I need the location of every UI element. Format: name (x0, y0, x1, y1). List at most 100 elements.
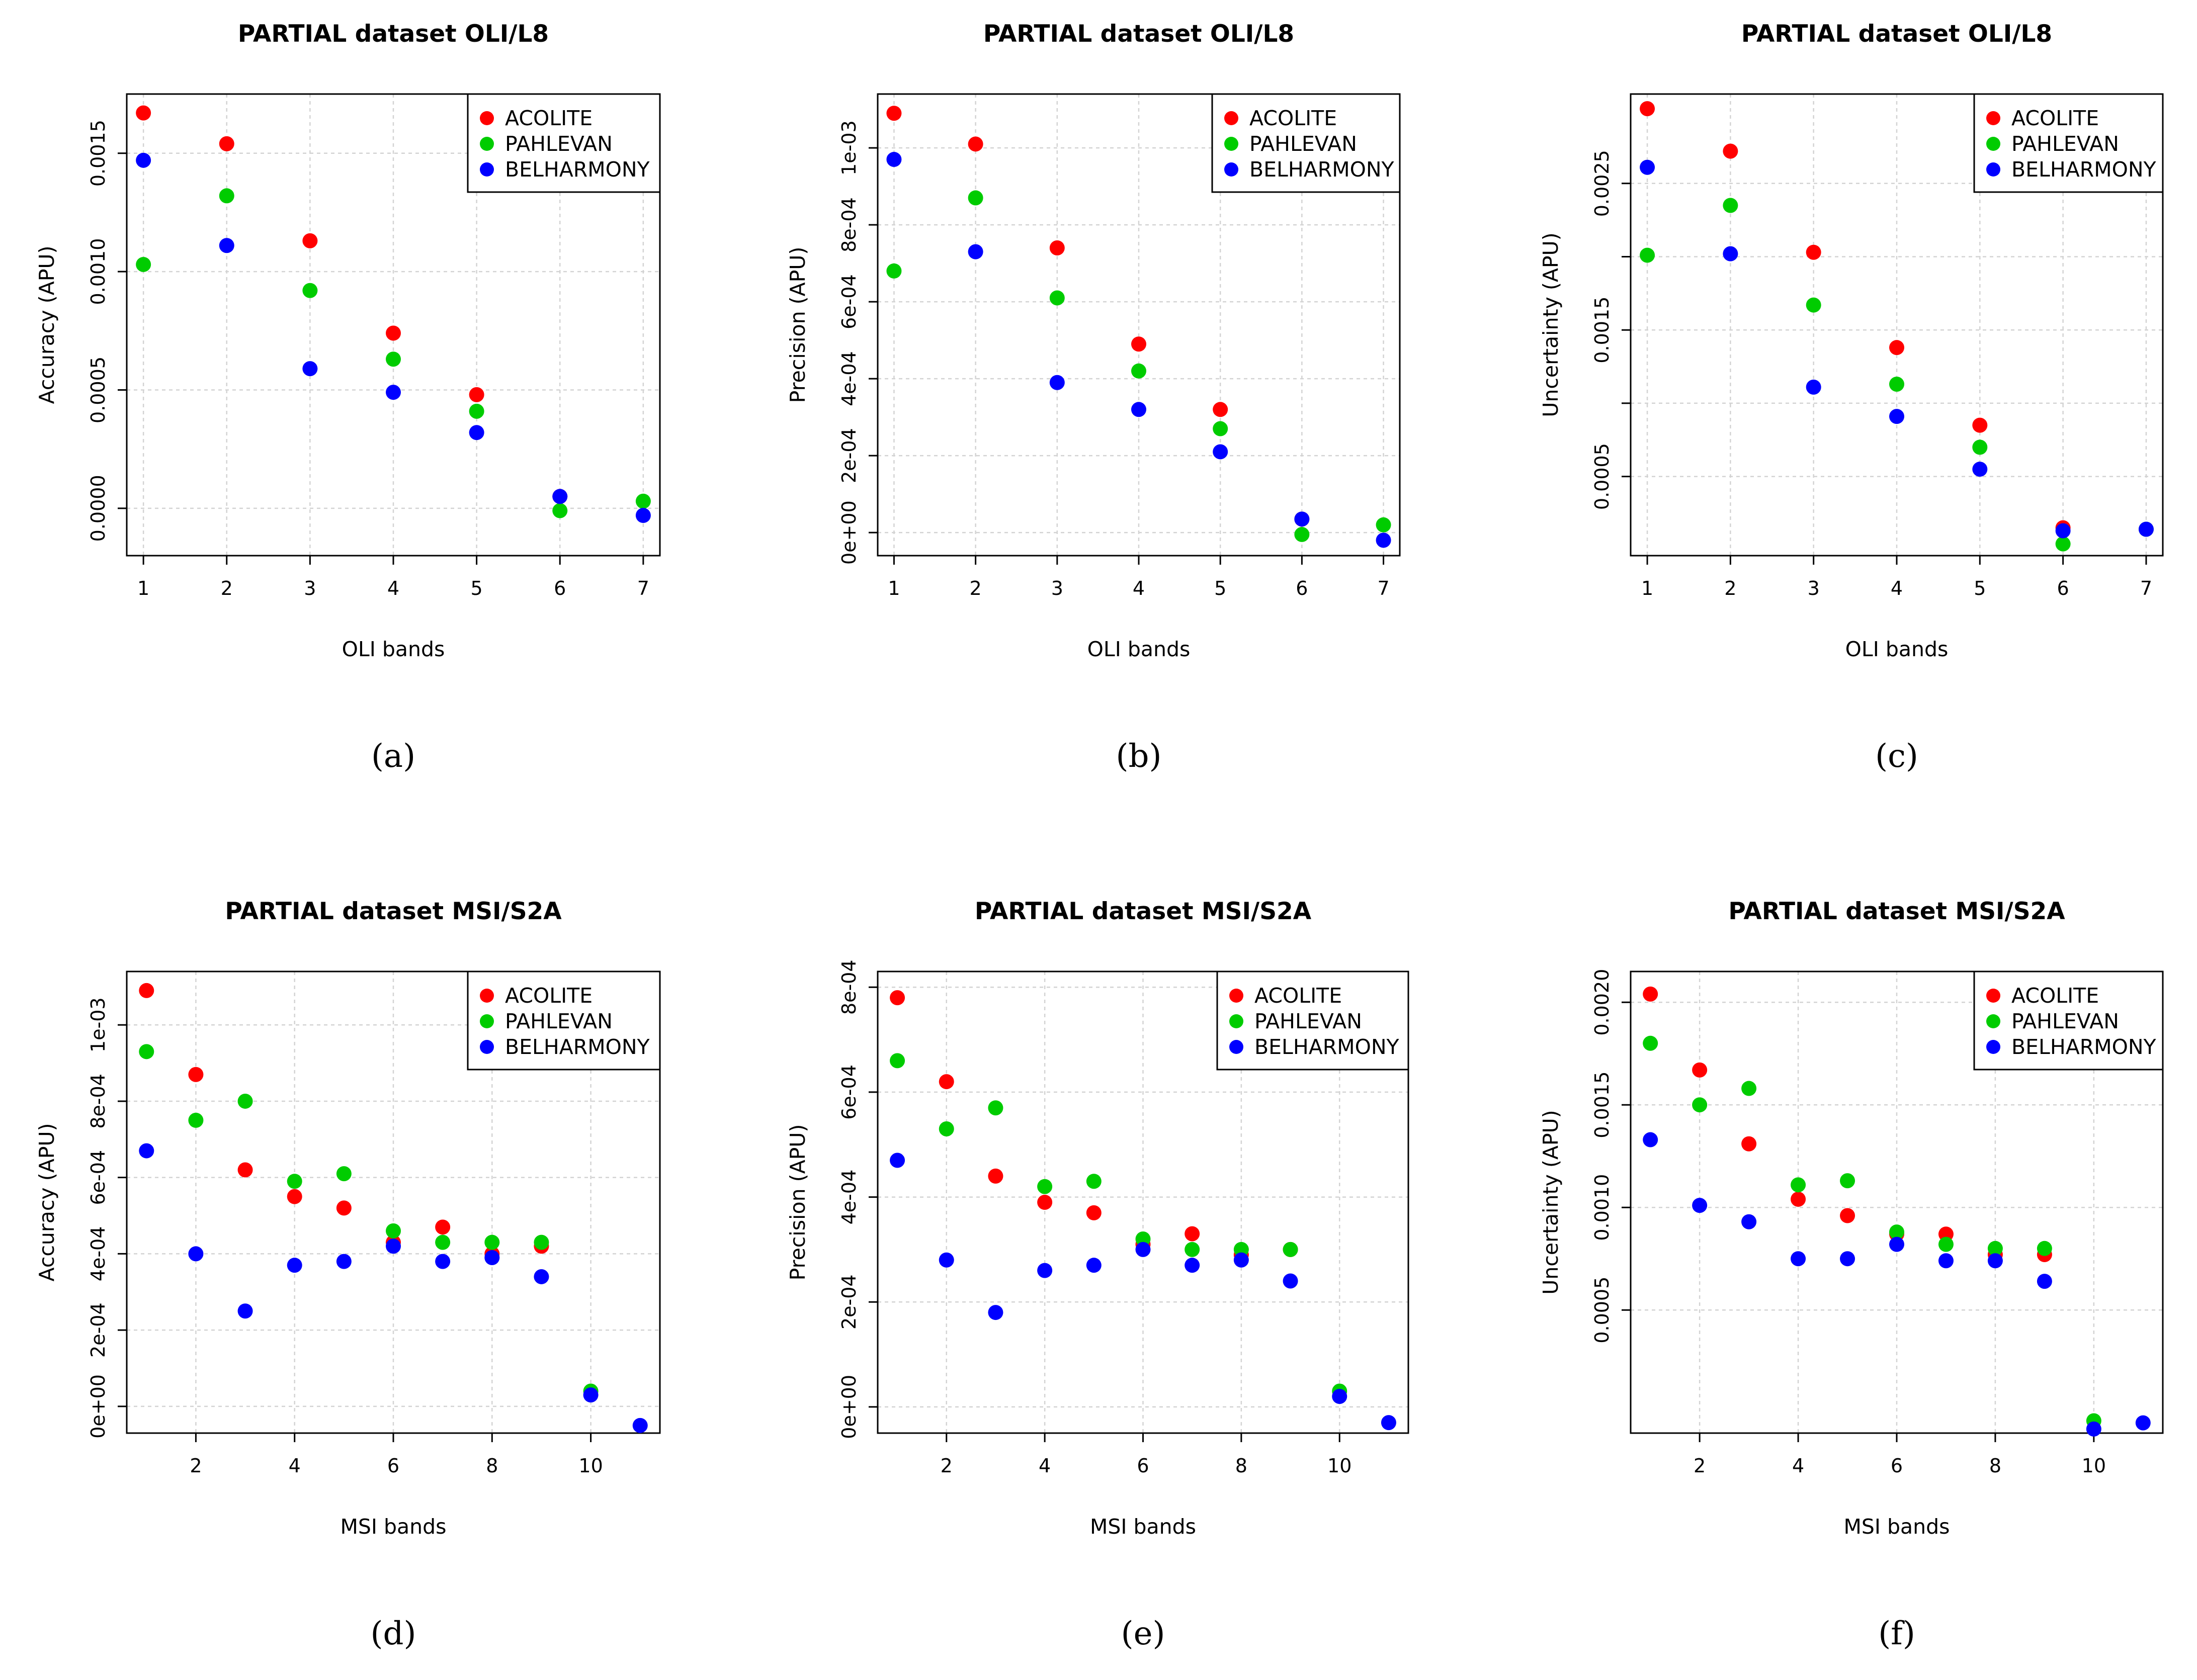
data-point-belharmony (139, 1143, 154, 1159)
x-axis-label: OLI bands (1087, 637, 1191, 661)
legend-label-pahlevan: PAHLEVAN (1249, 132, 1357, 156)
x-tick-label: 6 (387, 1455, 399, 1477)
legend-marker-acolite (480, 111, 494, 125)
data-point-belharmony (302, 361, 318, 377)
legend-label-acolite: ACOLITE (2011, 984, 2099, 1008)
y-tick-label: 1e-03 (838, 120, 860, 175)
data-point-pahlevan (1376, 517, 1391, 533)
data-point-belharmony (1185, 1258, 1200, 1273)
legend-label-pahlevan: PAHLEVAN (1254, 1009, 1362, 1033)
legend-label-pahlevan: PAHLEVAN (2011, 132, 2119, 156)
data-point-belharmony (552, 489, 568, 504)
x-axis-label: MSI bands (1843, 1515, 1950, 1539)
legend-label-acolite: ACOLITE (1254, 984, 1342, 1008)
y-tick-label: 1e-03 (87, 997, 109, 1052)
data-point-belharmony (219, 238, 234, 253)
data-point-pahlevan (886, 263, 902, 279)
y-tick-label: 2e-04 (838, 1274, 860, 1330)
x-tick-label: 8 (1235, 1455, 1247, 1477)
x-tick-label: 3 (304, 577, 316, 599)
data-point-belharmony (287, 1258, 302, 1273)
y-tick-label: 0.0005 (1591, 1277, 1613, 1344)
y-tick-label: 0.0010 (1591, 1174, 1613, 1241)
data-point-acolite (1723, 143, 1738, 159)
y-axis-label: Precision (APU) (786, 247, 810, 403)
x-tick-label: 5 (1974, 577, 1986, 599)
x-tick-label: 4 (1891, 577, 1903, 599)
data-point-belharmony (632, 1418, 648, 1433)
data-point-belharmony (534, 1269, 549, 1284)
legend-marker-belharmony (1224, 162, 1238, 176)
data-point-acolite (139, 983, 154, 998)
data-point-pahlevan (287, 1174, 302, 1189)
legend-marker-belharmony (480, 162, 494, 176)
data-point-pahlevan (1135, 1231, 1151, 1247)
data-point-belharmony (2138, 521, 2154, 537)
data-point-pahlevan (188, 1112, 204, 1128)
y-tick-label: 0.0015 (87, 120, 109, 187)
y-tick-label: 8e-04 (87, 1074, 109, 1129)
data-point-belharmony (1294, 511, 1310, 527)
data-point-belharmony (2055, 523, 2071, 539)
data-point-pahlevan (534, 1234, 549, 1250)
legend-label-acolite: ACOLITE (505, 106, 593, 130)
data-point-pahlevan (1640, 247, 1655, 263)
data-point-belharmony (336, 1254, 352, 1269)
x-tick-label: 8 (1989, 1455, 2001, 1477)
data-point-pahlevan (2055, 536, 2071, 552)
data-point-pahlevan (1987, 1241, 2003, 1256)
data-point-belharmony (435, 1254, 451, 1269)
legend-marker-acolite (1986, 111, 2000, 125)
data-point-pahlevan (2037, 1241, 2052, 1256)
data-point-pahlevan (435, 1234, 451, 1250)
data-point-acolite (939, 1074, 954, 1090)
data-point-pahlevan (1643, 1035, 1658, 1051)
x-tick-label: 4 (387, 577, 399, 599)
data-point-acolite (188, 1067, 204, 1082)
panel-5: 2 4 6 8 10 0e+00 2e-04 4e-04 6e-04 8e-04 PARTIAL d… (786, 898, 1409, 1652)
data-point-belharmony (484, 1250, 500, 1266)
x-axis-label: MSI bands (340, 1515, 446, 1539)
data-point-belharmony (386, 385, 401, 400)
x-tick-label: 2 (1694, 1455, 1706, 1477)
panel-caption: (c) (1875, 738, 1918, 775)
data-point-belharmony (1791, 1251, 1806, 1267)
y-tick-label: 2e-04 (87, 1302, 109, 1358)
chart-title: PARTIAL dataset OLI/L8 (238, 20, 549, 48)
data-point-pahlevan (484, 1234, 500, 1250)
data-point-acolite (237, 1162, 253, 1178)
data-point-acolite (968, 136, 983, 152)
x-axis-label: OLI bands (1845, 637, 1949, 661)
x-tick-label: 2 (1724, 577, 1736, 599)
data-point-pahlevan (139, 1044, 154, 1059)
data-point-acolite (136, 105, 151, 121)
x-tick-label: 2 (190, 1455, 202, 1477)
data-point-belharmony (1283, 1273, 1298, 1289)
chart-title: PARTIAL dataset MSI/S2A (225, 898, 562, 925)
data-point-acolite (469, 387, 484, 402)
data-point-pahlevan (1037, 1179, 1053, 1194)
x-tick-label: 5 (1214, 577, 1226, 599)
x-tick-label: 4 (289, 1455, 301, 1477)
x-tick-label: 10 (578, 1455, 603, 1477)
data-point-acolite (1791, 1191, 1806, 1207)
data-point-belharmony (1213, 444, 1228, 460)
data-point-pahlevan (968, 190, 983, 206)
x-tick-label: 6 (2057, 577, 2069, 599)
legend-label-pahlevan: PAHLEVAN (505, 132, 613, 156)
data-point-acolite (988, 1168, 1003, 1184)
data-point-belharmony (2037, 1274, 2052, 1289)
data-point-pahlevan (1086, 1174, 1102, 1189)
x-axis-label: MSI bands (1090, 1515, 1196, 1539)
legend-label-belharmony: BELHARMONY (2011, 157, 2157, 182)
legend-marker-pahlevan (480, 1014, 494, 1028)
data-point-acolite (1037, 1195, 1053, 1210)
data-point-pahlevan (1889, 1224, 1904, 1240)
legend-marker-belharmony (1986, 162, 2000, 176)
y-tick-label: 4e-04 (838, 351, 860, 406)
data-point-acolite (1049, 240, 1065, 255)
y-tick-label: 4e-04 (838, 1170, 860, 1225)
data-point-acolite (287, 1189, 302, 1204)
